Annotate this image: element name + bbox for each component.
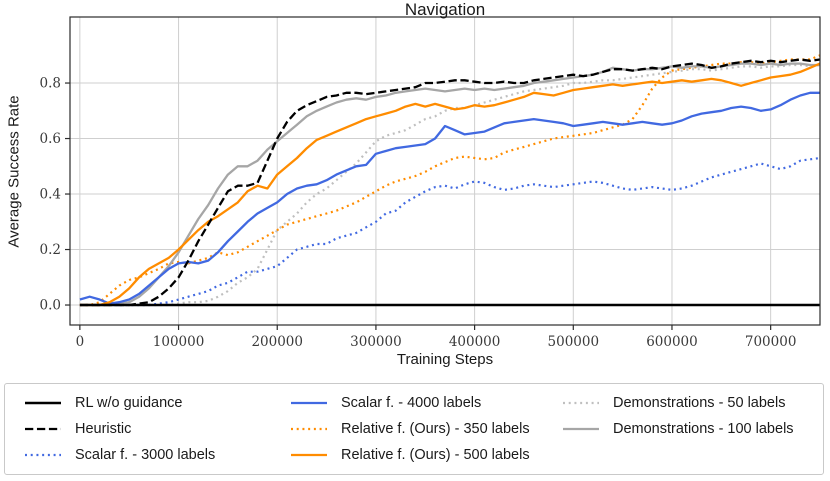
legend-item-scalar-4000: Scalar f. - 4000 labels: [291, 395, 563, 411]
chart-title: Navigation: [404, 0, 486, 19]
line-chart-figure: 0 100000 200000 300000 400000 500000 600000 700…: [5, 0, 821, 368]
legend-label: Scalar f. - 4000 labels: [341, 395, 482, 411]
legend-line-solid-gray: [563, 426, 599, 432]
svg-text:0.8: 0.8: [40, 76, 61, 92]
svg-text:200000: 200000: [251, 334, 303, 350]
legend-box: RL w/o guidance Heuristic Scalar f. - 30…: [4, 383, 824, 475]
legend-line-dotted-orange: [291, 426, 327, 432]
legend-item-relative-350: Relative f. (Ours) - 350 labels: [291, 421, 563, 437]
legend-line-solid-black: [25, 400, 61, 406]
legend-line-solid-orange: [291, 452, 327, 458]
legend-item-demonstrations-100: Demonstrations - 100 labels: [563, 421, 823, 437]
plot-canvas: 0 100000 200000 300000 400000 500000 600000 700…: [40, 16, 821, 350]
svg-text:500000: 500000: [548, 334, 600, 350]
svg-text:400000: 400000: [449, 334, 501, 350]
legend-label: Demonstrations - 50 labels: [613, 395, 786, 411]
legend-label: Relative f. (Ours) - 500 labels: [341, 447, 530, 463]
svg-text:0: 0: [76, 334, 85, 350]
svg-text:0.2: 0.2: [40, 242, 61, 258]
legend-item-demonstrations-50: Demonstrations - 50 labels: [563, 395, 823, 411]
legend-item-rl-wo-guidance: RL w/o guidance: [25, 395, 291, 411]
svg-text:0.6: 0.6: [40, 131, 61, 147]
svg-text:700000: 700000: [745, 334, 797, 350]
legend-label: RL w/o guidance: [75, 395, 183, 411]
legend-line-dotted-gray: [563, 400, 599, 406]
legend-item-heuristic: Heuristic: [25, 421, 291, 437]
legend-line-solid-blue: [291, 400, 327, 406]
legend-label: Heuristic: [75, 421, 132, 437]
svg-text:300000: 300000: [350, 334, 402, 350]
legend-line-dashed-black: [25, 426, 61, 432]
svg-text:100000: 100000: [153, 334, 205, 350]
svg-text:0.4: 0.4: [40, 187, 61, 203]
svg-text:0.0: 0.0: [40, 298, 61, 314]
svg-text:600000: 600000: [646, 334, 698, 350]
legend-label: Relative f. (Ours) - 350 labels: [341, 421, 530, 437]
legend-label: Scalar f. - 3000 labels: [75, 447, 216, 463]
legend-label: Demonstrations - 100 labels: [613, 421, 794, 437]
y-axis-label: Average Success Rate: [5, 95, 23, 248]
x-axis-label: Training Steps: [396, 351, 494, 368]
legend-item-scalar-3000: Scalar f. - 3000 labels: [25, 447, 291, 463]
legend-line-dotted-blue: [25, 452, 61, 458]
legend-item-relative-500: Relative f. (Ours) - 500 labels: [291, 447, 563, 463]
